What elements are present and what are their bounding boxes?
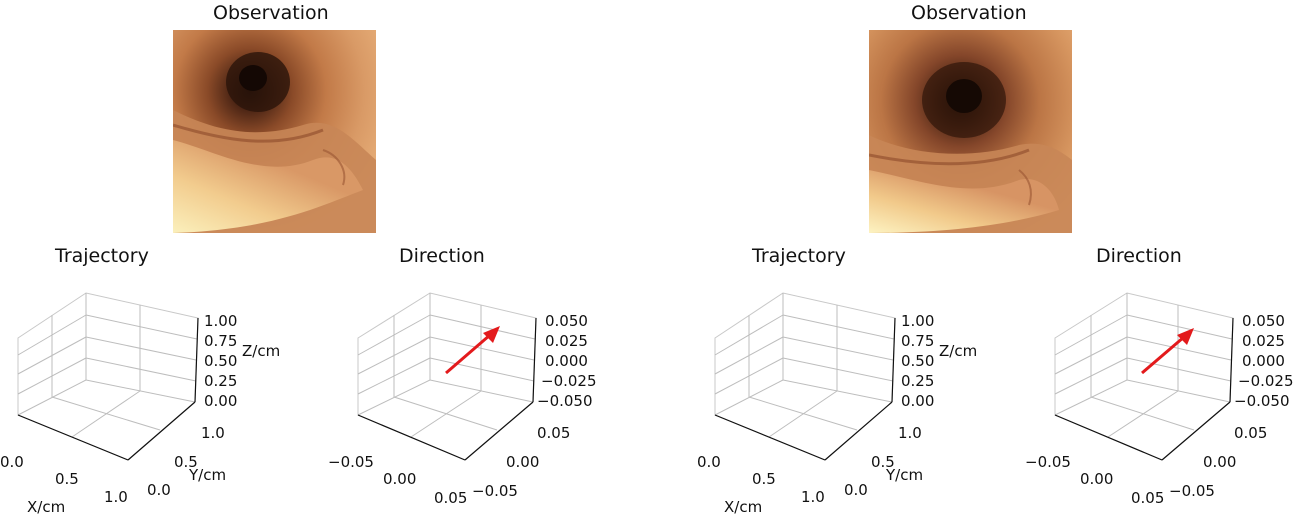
figure-panel-2: Observation Trajectory Direction: [647, 0, 1294, 517]
z-tick: 0.000: [545, 352, 588, 370]
x-tick: 0.0: [697, 453, 721, 471]
y-tick: 0.0: [147, 481, 171, 499]
z-tick: 0.050: [545, 312, 588, 330]
x-tick: −0.05: [1025, 453, 1071, 471]
x-tick: 1.0: [104, 488, 128, 506]
z-tick: −0.025: [541, 372, 597, 390]
y-tick: 0.05: [1234, 424, 1267, 442]
y-tick: 0.5: [174, 453, 198, 471]
x-tick: 0.05: [434, 489, 467, 507]
z-tick: 0.50: [901, 352, 934, 370]
x-tick: 0.5: [752, 470, 776, 488]
y-tick: 1.0: [201, 424, 225, 442]
y-tick: 0.5: [871, 453, 895, 471]
trajectory-title: Trajectory: [752, 245, 846, 267]
x-tick: 0.05: [1131, 489, 1164, 507]
trajectory-title: Trajectory: [55, 245, 149, 267]
y-tick: 0.05: [537, 424, 570, 442]
z-tick: 0.25: [204, 372, 237, 390]
z-tick: 0.00: [901, 392, 934, 410]
trajectory-axes: [714, 292, 896, 461]
direction-axes: [357, 292, 537, 461]
y-tick: 1.0: [898, 424, 922, 442]
x-tick: 0.5: [55, 470, 79, 488]
y-axis-label: Y/cm: [188, 466, 226, 484]
endoscopy-observation-image: [869, 30, 1072, 233]
figure-panel-1: Observation Trajectory Direction: [0, 2, 597, 516]
z-axis-label: Z/cm: [939, 342, 977, 360]
z-tick: 0.75: [204, 332, 237, 350]
direction-axes: [1054, 292, 1234, 461]
y-tick: −0.05: [1169, 482, 1215, 500]
z-tick: 0.25: [901, 372, 934, 390]
direction-arrow: [445, 326, 500, 375]
x-tick: 0.00: [1080, 470, 1113, 488]
z-tick: −0.050: [537, 392, 593, 410]
y-tick: 0.00: [506, 453, 539, 471]
z-tick: 0.50: [204, 352, 237, 370]
y-tick: 0.0: [844, 481, 868, 499]
x-tick: −0.05: [328, 453, 374, 471]
z-tick: 0.75: [901, 332, 934, 350]
z-tick: −0.050: [1234, 392, 1290, 410]
y-tick: −0.05: [472, 482, 518, 500]
x-tick: 0.0: [0, 453, 24, 471]
observation-title: Observation: [911, 2, 1027, 24]
z-tick: 0.000: [1242, 352, 1285, 370]
z-tick: 0.025: [1242, 332, 1285, 350]
z-tick: 0.00: [204, 392, 237, 410]
trajectory-axes: [17, 292, 199, 461]
direction-title: Direction: [399, 245, 485, 267]
x-axis-label: X/cm: [724, 498, 762, 516]
z-tick: −0.025: [1238, 372, 1294, 390]
x-tick: 1.0: [801, 488, 825, 506]
plots-3d-row: 0.0 0.5 1.0 0.0 0.5 1.0 0.00 0.25 0.50 0…: [697, 292, 1294, 516]
z-axis-label: Z/cm: [242, 342, 280, 360]
plots-3d-row: 0.0 0.5 1.0 0.0 0.5 1.0 0.00 0.25 0.50 0…: [0, 292, 597, 516]
z-tick: 1.00: [901, 312, 934, 330]
direction-title: Direction: [1096, 245, 1182, 267]
direction-arrow: [1141, 328, 1194, 375]
endoscopy-observation-image: [173, 30, 376, 233]
z-tick: 1.00: [204, 312, 237, 330]
observation-title: Observation: [213, 2, 329, 24]
x-tick: 0.00: [383, 470, 416, 488]
z-tick: 0.025: [545, 332, 588, 350]
y-tick: 0.00: [1203, 453, 1236, 471]
z-tick: 0.050: [1242, 312, 1285, 330]
y-axis-label: Y/cm: [885, 466, 923, 484]
x-axis-label: X/cm: [27, 498, 65, 516]
